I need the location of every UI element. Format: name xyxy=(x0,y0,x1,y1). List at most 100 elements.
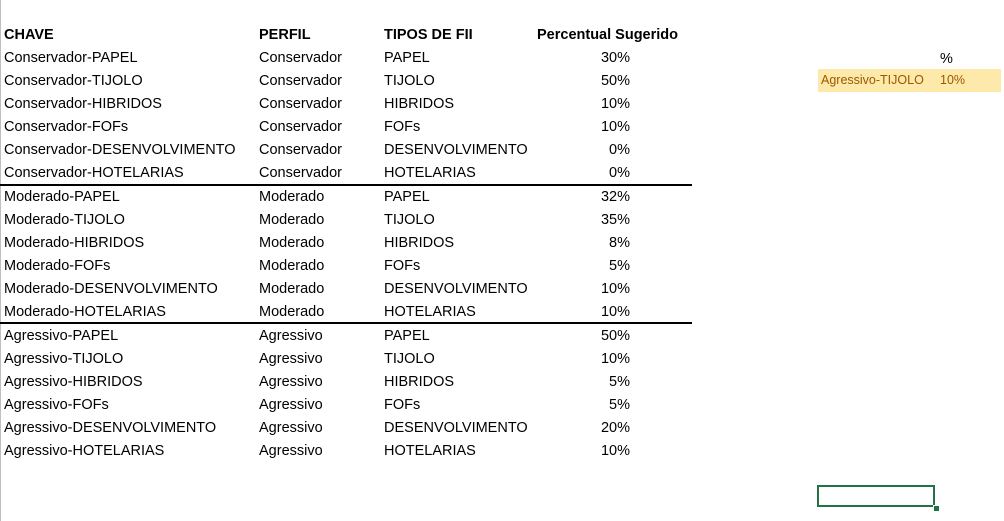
cell-tipo[interactable]: FOFs xyxy=(384,397,421,413)
table-row: Conservador-PAPEL Conservador PAPEL 30% xyxy=(0,47,700,70)
cell-tipo[interactable]: FOFs xyxy=(384,258,421,274)
cell-tipo[interactable]: DESENVOLVIMENTO xyxy=(384,142,528,158)
cell-perfil[interactable]: Moderado xyxy=(259,281,325,297)
cell-tipo[interactable]: TIJOLO xyxy=(384,212,435,228)
table-row: Conservador-FOFs Conservador FOFs 10% xyxy=(0,116,700,139)
cell-chave[interactable]: Agressivo-PAPEL xyxy=(4,328,119,344)
cell-tipo[interactable]: PAPEL xyxy=(384,328,430,344)
cell-percentual[interactable]: 32% xyxy=(600,189,630,205)
cell-percentual[interactable]: 5% xyxy=(609,258,630,274)
cell-chave[interactable]: Conservador-DESENVOLVIMENTO xyxy=(4,142,236,158)
cell-percentual[interactable]: 50% xyxy=(600,328,630,344)
cell-tipo[interactable]: HIBRIDOS xyxy=(384,374,455,390)
table-row: Agressivo-HOTELARIAS Agressivo HOTELARIAS 1… xyxy=(0,440,700,463)
cell-tipo[interactable]: TIJOLO xyxy=(384,73,435,89)
fill-handle[interactable] xyxy=(933,505,940,512)
cell-perfil[interactable]: Agressivo xyxy=(259,397,323,413)
cell-chave[interactable]: Agressivo-HOTELARIAS xyxy=(4,443,165,459)
cell-perfil[interactable]: Agressivo xyxy=(259,351,323,367)
cell-perfil[interactable]: Moderado xyxy=(259,212,325,228)
cell-chave[interactable]: Conservador-PAPEL xyxy=(4,50,138,66)
cell-perfil[interactable]: Conservador xyxy=(259,73,343,89)
cell-perfil[interactable]: Conservador xyxy=(259,142,343,158)
group-separator-moderado xyxy=(0,322,692,324)
cell-chave[interactable]: Conservador-HOTELARIAS xyxy=(4,165,184,181)
selected-cell[interactable] xyxy=(817,485,935,507)
group-separator-conservador xyxy=(0,184,692,186)
cell-chave[interactable]: Moderado-PAPEL xyxy=(4,189,120,205)
cell-perfil[interactable]: Agressivo xyxy=(259,420,323,436)
table-row: Moderado-HIBRIDOS Moderado HIBRIDOS 8% xyxy=(0,232,700,255)
cell-percentual[interactable]: 10% xyxy=(600,119,630,135)
cell-chave[interactable]: Agressivo-HIBRIDOS xyxy=(4,374,143,390)
cell-tipo[interactable]: DESENVOLVIMENTO xyxy=(384,420,528,436)
cell-chave[interactable]: Agressivo-FOFs xyxy=(4,397,109,413)
cell-chave[interactable]: Agressivo-TIJOLO xyxy=(4,351,124,367)
cell-perfil[interactable]: Moderado xyxy=(259,304,325,320)
cell-perfil[interactable]: Conservador xyxy=(259,50,343,66)
cell-percentual[interactable]: 10% xyxy=(600,96,630,112)
cell-tipo[interactable]: PAPEL xyxy=(384,50,430,66)
cell-percentual[interactable]: 5% xyxy=(609,374,630,390)
table-row: Agressivo-TIJOLO Agressivo TIJOLO 10% xyxy=(0,348,700,371)
lookup-result-highlight[interactable]: Agressivo-TIJOLO 10% xyxy=(818,69,1001,92)
cell-perfil[interactable]: Agressivo xyxy=(259,374,323,390)
table-row: Moderado-TIJOLO Moderado TIJOLO 35% xyxy=(0,209,700,232)
cell-tipo[interactable]: HOTELARIAS xyxy=(384,443,476,459)
table-row: Conservador-TIJOLO Conservador TIJOLO 50% xyxy=(0,70,700,93)
cell-perfil[interactable]: Agressivo xyxy=(259,328,323,344)
table-row: Agressivo-PAPEL Agressivo PAPEL 50% xyxy=(0,325,700,348)
header-percentual-sugerido[interactable]: Percentual Sugerido xyxy=(537,27,679,43)
lookup-value: 10% xyxy=(940,73,966,87)
cell-percentual[interactable]: 35% xyxy=(600,212,630,228)
cell-percentual[interactable]: 8% xyxy=(609,235,630,251)
table-row: Conservador-HIBRIDOS Conservador HIBRIDOS 1… xyxy=(0,93,700,116)
table-row: Moderado-FOFs Moderado FOFs 5% xyxy=(0,255,700,278)
cell-tipo[interactable]: HOTELARIAS xyxy=(384,304,476,320)
cell-percentual[interactable]: 0% xyxy=(609,165,630,181)
table-row: Moderado-PAPEL Moderado PAPEL 32% xyxy=(0,186,700,209)
cell-tipo[interactable]: FOFs xyxy=(384,119,421,135)
lookup-key: Agressivo-TIJOLO xyxy=(821,73,924,87)
cell-percentual[interactable]: 10% xyxy=(600,351,630,367)
cell-chave[interactable]: Moderado-FOFs xyxy=(4,258,111,274)
cell-chave[interactable]: Moderado-TIJOLO xyxy=(4,212,125,228)
cell-percentual[interactable]: 50% xyxy=(600,73,630,89)
table-row: Agressivo-DESENVOLVIMENTO Agressivo DESENV… xyxy=(0,417,700,440)
header-tipos-de-fii[interactable]: TIPOS DE FII xyxy=(384,27,473,43)
table-row: Conservador-HOTELARIAS Conservador HOTELAR… xyxy=(0,162,700,185)
cell-chave[interactable]: Moderado-HOTELARIAS xyxy=(4,304,166,320)
cell-percentual[interactable]: 0% xyxy=(609,142,630,158)
cell-percentual[interactable]: 30% xyxy=(600,50,630,66)
cell-percentual[interactable]: 10% xyxy=(600,304,630,320)
cell-chave[interactable]: Moderado-DESENVOLVIMENTO xyxy=(4,281,218,297)
sheet-left-gridline xyxy=(0,0,1,521)
cell-perfil[interactable]: Moderado xyxy=(259,235,325,251)
cell-tipo[interactable]: HIBRIDOS xyxy=(384,96,455,112)
cell-percentual[interactable]: 20% xyxy=(600,420,630,436)
cell-chave[interactable]: Conservador-FOFs xyxy=(4,119,129,135)
cell-chave[interactable]: Conservador-TIJOLO xyxy=(4,73,143,89)
table-row: Conservador-DESENVOLVIMENTO Conservador DE… xyxy=(0,139,700,162)
header-chave[interactable]: CHAVE xyxy=(4,27,54,43)
cell-perfil[interactable]: Agressivo xyxy=(259,443,323,459)
cell-percentual[interactable]: 10% xyxy=(600,281,630,297)
cell-tipo[interactable]: HOTELARIAS xyxy=(384,165,476,181)
cell-perfil[interactable]: Conservador xyxy=(259,119,343,135)
header-perfil[interactable]: PERFIL xyxy=(259,27,311,43)
cell-perfil[interactable]: Moderado xyxy=(259,258,325,274)
cell-perfil[interactable]: Conservador xyxy=(259,96,343,112)
cell-tipo[interactable]: PAPEL xyxy=(384,189,430,205)
cell-chave[interactable]: Conservador-HIBRIDOS xyxy=(4,96,162,112)
cell-percentual[interactable]: 5% xyxy=(609,397,630,413)
cell-tipo[interactable]: TIJOLO xyxy=(384,351,435,367)
cell-tipo[interactable]: DESENVOLVIMENTO xyxy=(384,281,528,297)
table-row: Agressivo-HIBRIDOS Agressivo HIBRIDOS 5% xyxy=(0,371,700,394)
cell-chave[interactable]: Moderado-HIBRIDOS xyxy=(4,235,145,251)
cell-perfil[interactable]: Conservador xyxy=(259,165,343,181)
cell-chave[interactable]: Agressivo-DESENVOLVIMENTO xyxy=(4,420,217,436)
cell-percentual[interactable]: 10% xyxy=(600,443,630,459)
lookup-header-percent[interactable]: % xyxy=(940,51,953,67)
cell-perfil[interactable]: Moderado xyxy=(259,189,325,205)
cell-tipo[interactable]: HIBRIDOS xyxy=(384,235,455,251)
